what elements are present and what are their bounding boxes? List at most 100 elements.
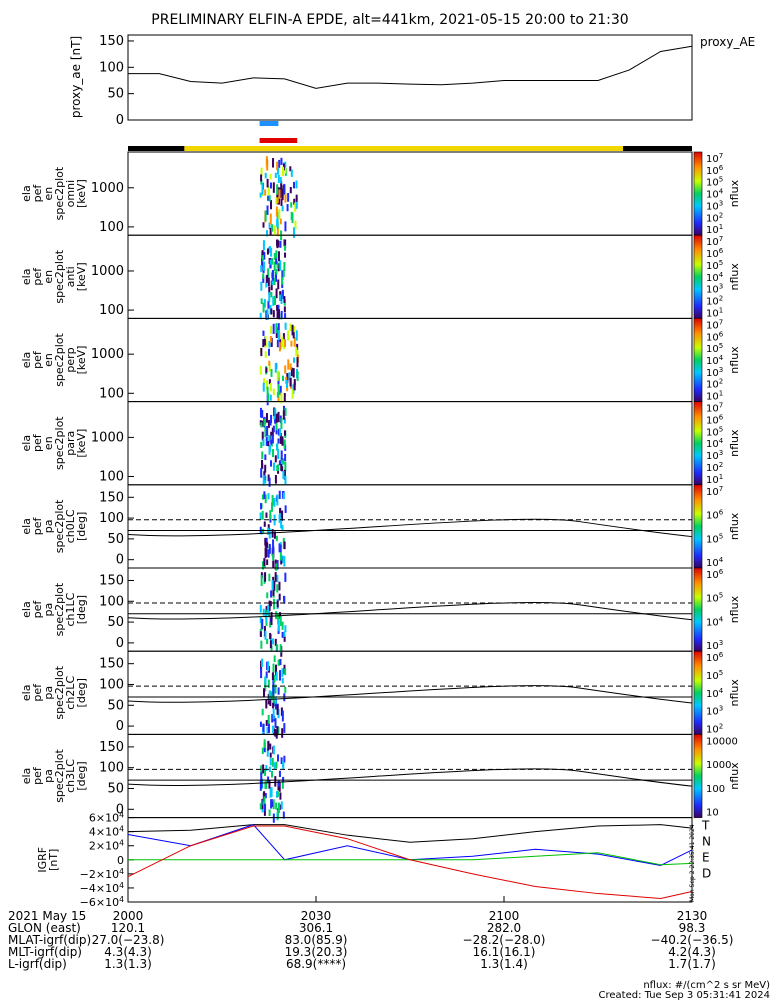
spec-cell <box>276 239 279 249</box>
spec-cell <box>274 172 277 178</box>
spec-cell <box>272 694 275 706</box>
spec-cell <box>263 491 266 500</box>
spec-cell <box>278 593 281 601</box>
spec-cell <box>270 787 273 797</box>
spec-cell <box>280 450 283 461</box>
spec-cell <box>267 661 270 671</box>
ytick-label: 0 <box>116 719 124 734</box>
ytick-label: −6×104 <box>80 895 124 909</box>
spec-cell <box>283 405 286 413</box>
spec-cell <box>267 268 270 278</box>
spec-cell <box>277 396 280 402</box>
spec-cell <box>284 322 287 330</box>
spec-cell <box>283 631 286 638</box>
spec-cell <box>272 725 275 734</box>
spec-cell <box>260 281 263 291</box>
spec-cell <box>280 392 283 404</box>
spec-cell <box>269 335 272 343</box>
spec-cell <box>276 810 279 820</box>
spec-cell <box>272 539 275 548</box>
spec-cell <box>278 159 281 168</box>
spec-cell <box>269 601 272 607</box>
spec-cell <box>272 677 275 686</box>
panel-frame <box>127 650 693 735</box>
spec-cell <box>272 686 275 696</box>
ylabel-line: pef <box>31 350 44 369</box>
spec-cell <box>261 494 264 500</box>
spec-cell <box>281 375 284 382</box>
spec-cell <box>272 462 275 471</box>
spec-cell <box>295 330 298 341</box>
spec-cell <box>271 258 274 265</box>
spec-cell <box>265 612 268 623</box>
spec-cell <box>275 323 278 334</box>
ytick-label: 1000 <box>91 347 124 362</box>
ytick-label: 6×104 <box>89 811 124 825</box>
spec-cell <box>277 780 280 787</box>
ytick-label: 100 <box>99 220 124 235</box>
footer-value: 2000 <box>113 909 144 923</box>
spec-cell <box>276 494 279 506</box>
spec-cell <box>279 176 282 184</box>
spec-cell <box>270 247 273 257</box>
spec-cell <box>292 384 295 395</box>
spec-cell <box>290 367 293 377</box>
spec-cell <box>283 635 286 642</box>
spec-cell <box>270 615 273 626</box>
spec-cell <box>280 198 283 206</box>
spec-cell <box>267 549 270 558</box>
igrf-legend-E: E <box>702 851 710 865</box>
spec-cell <box>260 468 263 478</box>
panel-frame <box>127 733 693 819</box>
spec-cell <box>272 553 275 561</box>
spec-cell <box>296 371 299 381</box>
ylabel-line: spec2plot <box>53 166 66 220</box>
spec-cell <box>280 180 283 191</box>
ae-ylabel: proxy_ae [nT] <box>69 36 83 118</box>
spec-cell <box>284 339 287 348</box>
ylabel-line: ela <box>20 435 33 452</box>
ytick-label: 0 <box>116 636 124 651</box>
spec-cell <box>284 686 287 693</box>
ylabel-line: ela <box>20 352 33 369</box>
spec-cell <box>281 336 284 348</box>
spec-cell <box>287 193 290 202</box>
spec-cell <box>272 598 275 610</box>
spec-cell <box>272 560 275 568</box>
spec-cell <box>261 618 264 630</box>
spec-cell <box>261 459 264 469</box>
spec-cell <box>275 802 278 810</box>
colorbar-tick-label: 10000 <box>706 736 738 747</box>
spec-cell <box>271 672 274 681</box>
colorbar-tick-label: 103 <box>706 705 723 718</box>
ylabel-line: ela <box>20 185 33 202</box>
spec-cell <box>264 537 267 546</box>
spec-cell <box>264 572 267 582</box>
spec-cell <box>260 640 263 649</box>
spec-cell <box>290 169 293 177</box>
spec-cell <box>266 309 269 320</box>
spec-cell <box>283 417 286 424</box>
ylabel-line: ch2LC <box>64 676 77 710</box>
spec-cell <box>260 179 263 185</box>
spec-cell <box>276 184 279 195</box>
spec-cell <box>269 213 272 225</box>
spec-cell <box>269 743 272 750</box>
spec-cell <box>264 768 267 776</box>
panel-frame <box>127 317 693 403</box>
spec-cell <box>283 723 286 733</box>
spec-cell <box>266 747 269 757</box>
ylabel-line: [keV] <box>75 179 88 208</box>
spec-cell <box>276 261 279 269</box>
spec-cell <box>284 252 287 258</box>
spec-cell <box>261 798 264 810</box>
ytick-label: −2×104 <box>80 867 124 881</box>
footer-row-label: L-igrf(dip) <box>8 957 67 971</box>
spec-cell <box>295 194 298 203</box>
spec-cell <box>272 745 275 755</box>
spec-cell <box>268 247 271 254</box>
